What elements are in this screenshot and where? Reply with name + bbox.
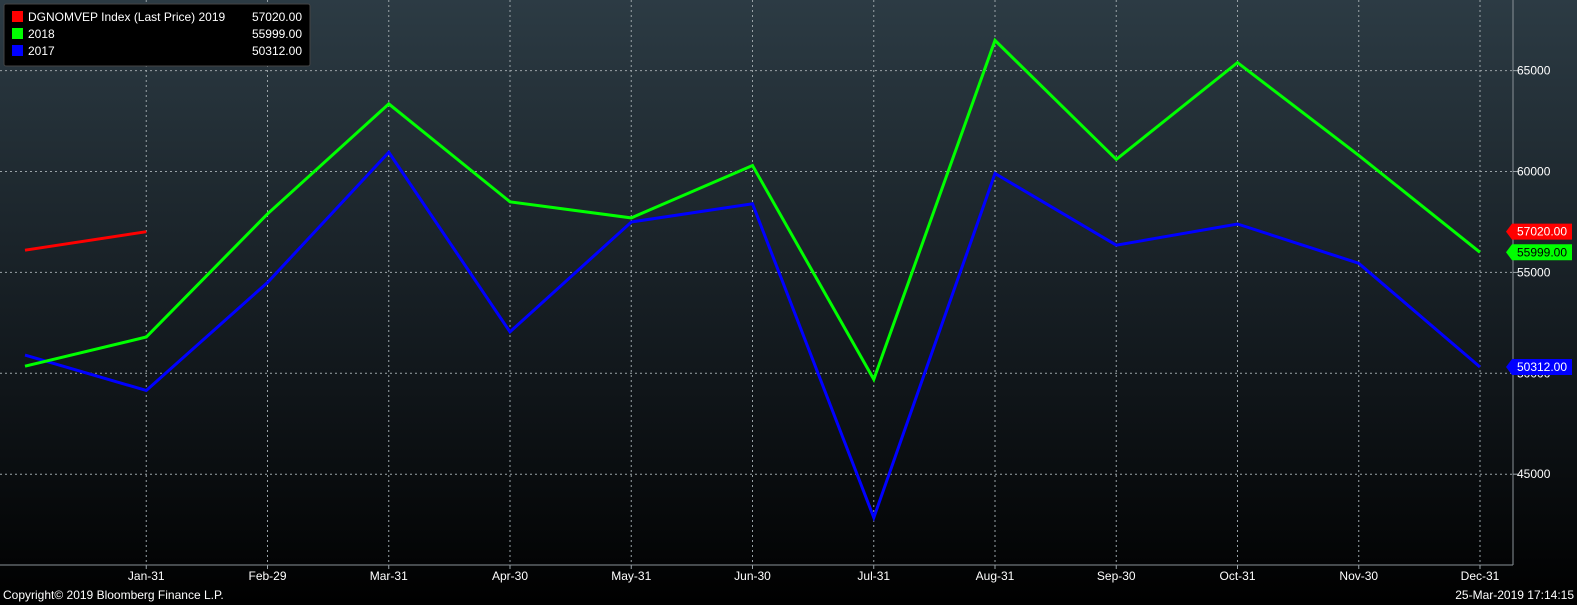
x-axis-ticks: Jan-31 Feb-29 Mar-31 Apr-30 May-31 Jun-30 Jul-… [128,565,1500,583]
last-value-tag-text: 55999.00 [1517,245,1567,259]
last-value-tags: 57020.00 55999.00 50312.00 [1506,223,1572,376]
legend-swatch-2019 [12,11,23,22]
last-value-tag-2: 50312.00 [1506,359,1572,376]
last-value-tag-text: 50312.00 [1517,360,1567,374]
legend: DGNOMVEP Index (Last Price) 2019 57020.0… [3,3,311,67]
x-tick-label: Aug-31 [976,569,1015,583]
series-line-2 [24,149,1481,522]
x-tick-label: Feb-29 [248,569,286,583]
x-tick-label: Jan-31 [128,569,165,583]
series-line-0 [24,230,147,252]
last-value-tag-bg [1506,359,1572,376]
legend-value-2019: 57020.00 [252,10,302,24]
last-value-tag-0: 57020.00 [1506,223,1572,240]
x-tick-label: Sep-30 [1097,569,1136,583]
y-tick-label: 45000 [1517,467,1551,481]
series-lines [24,37,1481,522]
legend-label-2019: DGNOMVEP Index (Last Price) 2019 [28,10,226,24]
y-tick-label: 65000 [1517,64,1551,78]
x-tick-label: May-31 [611,569,651,583]
last-value-tag-1: 55999.00 [1506,244,1572,261]
last-value-tag-bg [1506,244,1572,261]
x-tick-label: Oct-31 [1219,569,1255,583]
legend-swatch-2018 [12,28,23,39]
legend-label-2017: 2017 [28,44,55,58]
x-tick-label: Dec-31 [1461,569,1500,583]
x-tick-label: Mar-31 [370,569,408,583]
x-tick-label: Apr-30 [492,569,528,583]
series-line-1 [24,37,1481,383]
legend-swatch-2017 [12,45,23,56]
legend-value-2018: 55999.00 [252,27,302,41]
timestamp-text: 25-Mar-2019 17:14:15 [1455,588,1574,602]
y-tick-label: 55000 [1517,265,1551,279]
last-value-tag-bg [1506,223,1572,240]
legend-label-2018: 2018 [28,27,55,41]
y-tick-label: 60000 [1517,165,1551,179]
x-tick-label: Jun-30 [734,569,771,583]
legend-box [3,3,311,67]
last-value-tag-text: 57020.00 [1517,225,1567,239]
x-tick-label: Jul-31 [857,569,890,583]
copyright-text: Copyright© 2019 Bloomberg Finance L.P. [3,588,224,602]
legend-value-2017: 50312.00 [252,44,302,58]
x-tick-label: Nov-30 [1339,569,1378,583]
